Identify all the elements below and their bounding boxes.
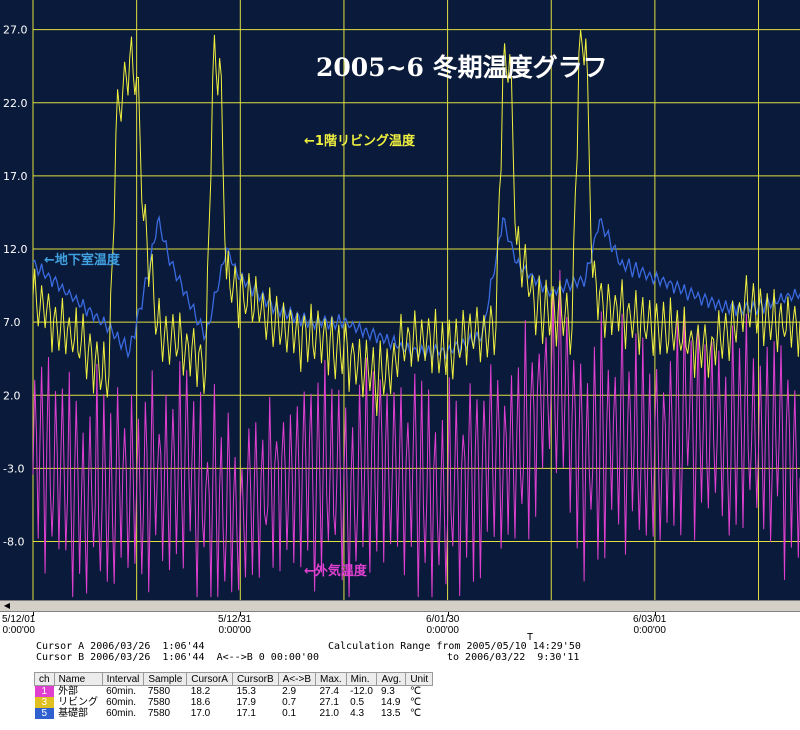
table-cell-interval: 60min.	[106, 686, 137, 697]
table-row[interactable]: 1 外部 60min. 7580 18.2 15.3 2.9 27.4 -12.0 9.3 ℃	[34, 685, 433, 697]
cursor-info-panel: Cursor A 2006/03/26 1:06'44 Cursor B 200…	[0, 632, 800, 672]
x-tick-mark	[655, 612, 656, 616]
x-tick-mark	[33, 612, 34, 616]
y-tick-label: 17.0	[3, 170, 28, 183]
table-cell-ch: 3	[34, 697, 55, 708]
series-line-3	[32, 214, 800, 361]
table-cell-interval: 60min.	[106, 708, 137, 719]
y-tick-label: -8.0	[3, 536, 24, 549]
table-cell-ab: 0.7	[282, 697, 297, 708]
series-line-2	[32, 29, 800, 417]
table-cell-avg: 13.5	[380, 708, 401, 719]
table-cell-unit: ℃	[409, 686, 422, 697]
channel-table: ch Name Interval Sample CursorA CursorB A<->B M…	[0, 672, 800, 730]
table-header-cell[interactable]: Min.	[345, 672, 378, 686]
table-header-row: ch Name Interval Sample CursorA CursorB A<->B M…	[34, 672, 434, 686]
x-tick-label: 6/01/30 0:00'00	[426, 614, 459, 636]
table-header-cell[interactable]: A<->B	[277, 672, 317, 686]
x-tick-mark	[240, 612, 241, 616]
table-header-cell[interactable]: Unit	[405, 672, 434, 686]
x-tick-date: 5/12/31	[218, 614, 252, 625]
table-cell-sample: 7580	[147, 686, 171, 697]
table-cell-max: 27.4	[319, 686, 339, 697]
table-cell-cursor_b: 15.3	[236, 686, 256, 697]
chart-title: 2005~6 冬期温度グラフ	[316, 53, 608, 82]
x-tick-date: 6/03/01	[633, 614, 667, 625]
y-tick-label: 12.0	[3, 243, 28, 256]
table-cell-avg: 14.9	[380, 697, 401, 708]
table-row[interactable]: 5 基礎部 60min. 7580 17.0 17.1 0.1 21.0 4.3 13.5 ℃	[34, 708, 433, 719]
x-tick-label: 5/12/31 0:00'00	[218, 614, 251, 636]
table-header-cell[interactable]: Name	[53, 672, 103, 686]
calc-range-from: Calculation Range from 2005/05/10 14:29'…	[328, 641, 581, 652]
table-header-cell[interactable]: Max.	[315, 672, 347, 686]
x-tick-time: 0:00'00	[426, 625, 459, 636]
x-tick-label: 6/03/01 0:00'00	[633, 614, 666, 636]
table-cell-ch: 1	[34, 685, 55, 697]
table-cell-name: 基礎部	[58, 708, 89, 719]
table-cell-unit: ℃	[409, 697, 422, 708]
table-cell-cursor_a: 18.2	[190, 686, 211, 697]
chart-svg: 27.0 22.0 17.0 12.0 7.0 2.0 -3.0 -8.0 2005~6 冬期…	[3, 0, 800, 600]
table-cell-sample: 7580	[147, 708, 171, 719]
table-cell-ab: 0.1	[282, 708, 297, 719]
table-cell-max: 21.0	[319, 708, 339, 719]
table-cell-cursor_b: 17.1	[236, 708, 256, 719]
x-tick-date: 5/12/01	[2, 614, 36, 625]
table-header-cell[interactable]: CursorB	[231, 672, 279, 686]
annotation-outside: ←外気温度	[304, 563, 368, 579]
table-cell-ch: 5	[34, 708, 55, 719]
table-header-cell[interactable]: Interval	[101, 672, 145, 686]
table-cell-name: 外部	[58, 686, 79, 697]
table-cell-cursor_a: 17.0	[190, 708, 211, 719]
chart-plot-area[interactable]: 27.0 22.0 17.0 12.0 7.0 2.0 -3.0 -8.0 2005~6 冬期…	[0, 0, 800, 600]
y-tick-label: 22.0	[3, 97, 28, 110]
x-tick-mark	[448, 612, 449, 616]
y-tick-label: 2.0	[3, 389, 21, 402]
series-line-1	[32, 269, 800, 598]
table-cell-cursor_b: 17.9	[236, 697, 256, 708]
table-cell-max: 27.1	[319, 697, 339, 708]
scroll-left-arrow-icon[interactable]: ◀	[3, 601, 11, 610]
x-tick-label: 5/12/01 0:00'00	[2, 614, 35, 636]
table-header-cell[interactable]: CursorA	[186, 672, 233, 686]
x-axis: 5/12/01 0:00'00 5/12/31 0:00'00 6/01/30 0:00'…	[0, 612, 800, 638]
x-tick-time: 0:00'00	[633, 625, 666, 636]
cursor-marker: T	[527, 632, 534, 643]
table-cell-min: 4.3	[350, 708, 365, 719]
horizontal-scrollbar[interactable]: ◀	[0, 600, 800, 612]
table-cell-sample: 7580	[147, 697, 171, 708]
table-header-cell[interactable]: Avg.	[376, 672, 407, 686]
y-tick-label: 7.0	[3, 316, 21, 329]
table-cell-cursor_a: 18.6	[190, 697, 211, 708]
x-tick-time: 0:00'00	[218, 625, 251, 636]
y-tick-label: -3.0	[3, 462, 24, 475]
x-tick-date: 6/01/30	[426, 614, 460, 625]
table-cell-unit: ℃	[409, 708, 422, 719]
cursor-a-text: Cursor A 2006/03/26 1:06'44	[36, 641, 205, 652]
table-cell-min: 0.5	[350, 697, 365, 708]
y-tick-label: 27.0	[3, 24, 28, 37]
table-cell-min: -12.0	[350, 686, 373, 697]
table-cell-interval: 60min.	[106, 697, 137, 708]
table-cell-avg: 9.3	[380, 686, 395, 697]
table-header-cell[interactable]: Sample	[143, 672, 188, 686]
cursor-b-text: Cursor B 2006/03/26 1:06'44 A<-->B 0 00:…	[36, 652, 319, 663]
table-header-cell[interactable]: ch	[34, 672, 55, 686]
x-tick-time: 0:00'00	[2, 625, 35, 636]
table-cell-ab: 2.9	[282, 686, 297, 697]
table-row[interactable]: 3 リビング 60min. 7580 18.6 17.9 0.7 27.1 0.5 14.9 ℃	[34, 697, 433, 708]
table-cell-name: リビング	[58, 697, 99, 708]
annotation-living: ←1階リビング温度	[304, 133, 416, 149]
calc-range-to: to 2006/03/22 9:30'11	[447, 652, 580, 663]
annotation-basement: ←地下室温度	[44, 252, 121, 268]
